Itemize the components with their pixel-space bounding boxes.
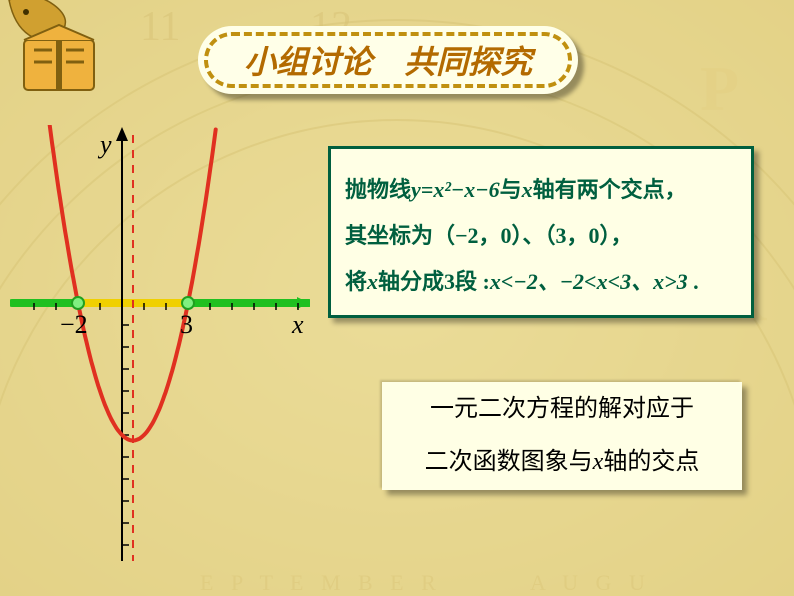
title-text: 小组讨论 共同探究 (244, 37, 532, 83)
svg-text:−2: −2 (60, 310, 88, 339)
desc-line-2: 其坐标为（−2，0）、（3，0）， (345, 213, 737, 259)
conc-line-2: 二次函数图象与x轴的交点 (425, 436, 700, 489)
svg-text:y: y (97, 130, 112, 159)
description-box: 抛物线y=x²−x−6与x轴有两个交点， 其坐标为（−2，0）、（3，0）， 将… (328, 146, 754, 318)
desc-line-1: 抛物线y=x²−x−6与x轴有两个交点， (345, 167, 737, 213)
svg-text:A U G U: A U G U (530, 570, 651, 595)
conc-line-1: 一元二次方程的解对应于 (430, 383, 694, 436)
conclusion-box: 一元二次方程的解对应于 二次函数图象与x轴的交点 (382, 382, 742, 490)
parabola-graph: y x −2 3 (10, 125, 310, 565)
emblem-logo (4, 0, 114, 110)
svg-text:E P T E M B E R: E P T E M B E R (200, 570, 442, 595)
svg-text:x: x (291, 310, 304, 339)
svg-text:P: P (700, 53, 739, 124)
svg-text:11: 11 (140, 4, 180, 50)
svg-text:3: 3 (180, 310, 193, 339)
desc-line-3: 将x轴分成3段 :x<−2、−2<x<3、x>3 . (345, 259, 737, 305)
title-banner: 小组讨论 共同探究 (198, 26, 578, 94)
